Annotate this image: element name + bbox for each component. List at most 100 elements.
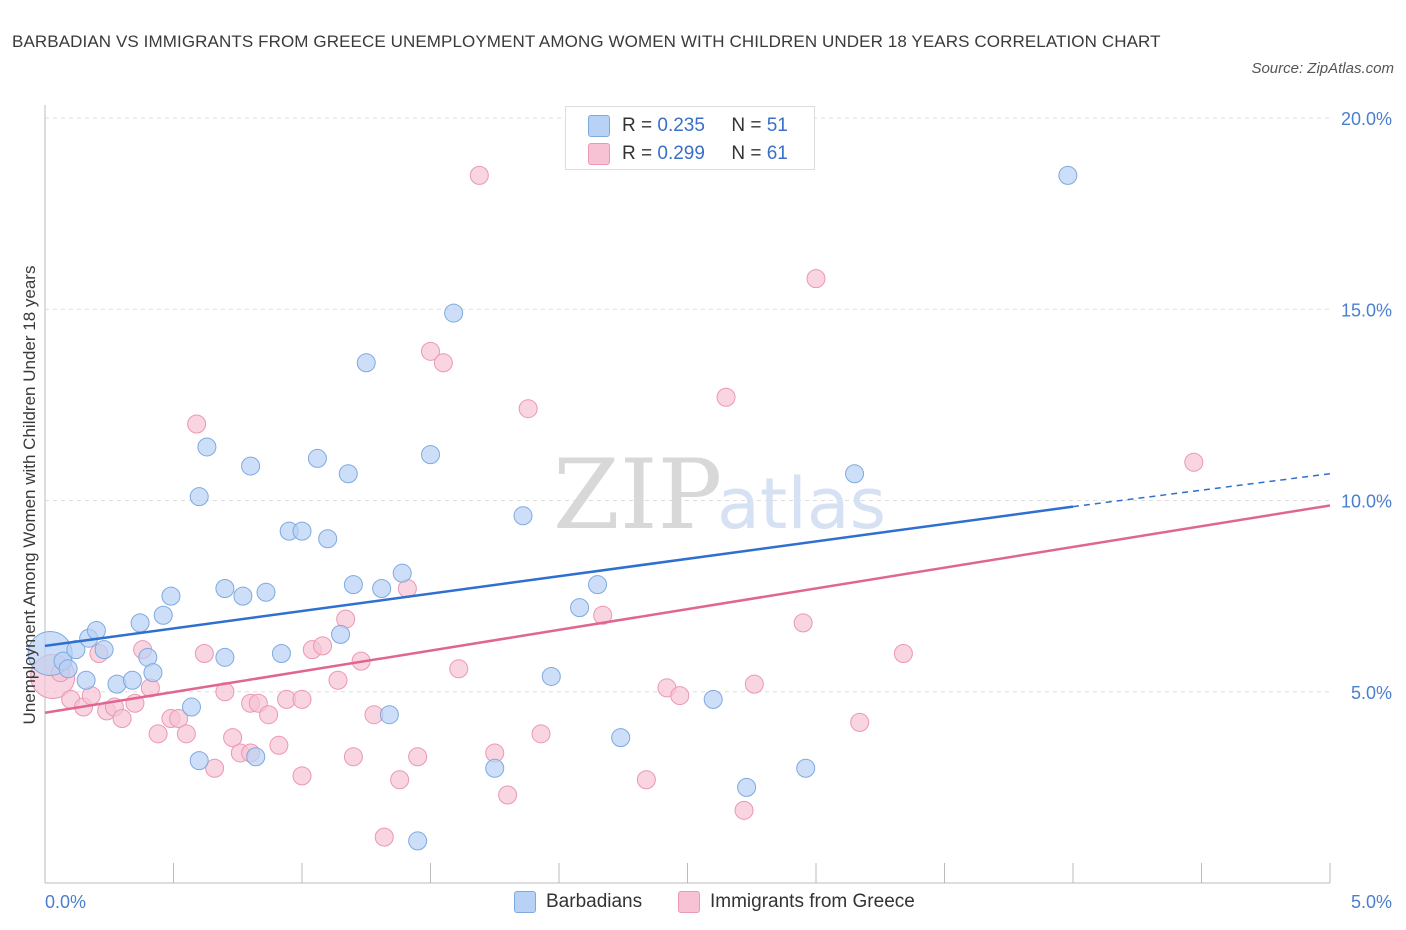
barbadian-point xyxy=(372,578,392,598)
barbadian-point xyxy=(408,831,428,851)
chart-title: BARBADIAN VS IMMIGRANTS FROM GREECE UNEM… xyxy=(12,32,1161,51)
barbadian-point xyxy=(256,582,276,602)
greece-point xyxy=(176,724,196,744)
watermark-zip: ZIP xyxy=(553,439,722,551)
barbadian-point xyxy=(331,624,351,644)
greece-point xyxy=(259,705,279,725)
y-tick-label: 20.0% xyxy=(1341,109,1392,129)
y-tick-label: 5.0% xyxy=(1351,683,1392,703)
greece-point xyxy=(205,758,225,778)
greece-swatch xyxy=(678,891,700,913)
n-label: N = xyxy=(731,115,767,136)
greece-point xyxy=(636,770,656,790)
barbadian-point xyxy=(541,666,561,686)
barbadian-point xyxy=(338,464,358,484)
greece-point xyxy=(498,785,518,805)
r-value: 0.235 xyxy=(657,115,705,136)
barbadian-point xyxy=(271,644,291,663)
x-tick-label: 0.0% xyxy=(45,892,86,912)
greece-point xyxy=(374,827,394,847)
barbadian-point xyxy=(143,663,163,683)
greece-point xyxy=(518,399,538,419)
greece-point xyxy=(223,728,243,748)
greece-point xyxy=(148,724,168,744)
barbadian-point xyxy=(379,705,399,725)
barbadian-point xyxy=(356,353,376,373)
barbadian-point xyxy=(189,751,209,771)
r-label: R = xyxy=(622,143,658,164)
greece-trend-line xyxy=(44,504,1331,715)
n-value: 51 xyxy=(766,115,788,136)
barbadian-point xyxy=(197,437,217,457)
legend-label: Immigrants from Greece xyxy=(710,891,915,912)
greece-point xyxy=(169,709,189,729)
barbadian-point xyxy=(1058,165,1078,185)
greece-point xyxy=(194,644,214,663)
y-tick-label: 15.0% xyxy=(1341,300,1392,320)
greece-point xyxy=(593,605,613,625)
barbadian-point xyxy=(292,521,312,541)
barbadian-point xyxy=(737,777,757,797)
barbadian-point xyxy=(485,758,505,778)
greece-point xyxy=(793,613,813,633)
barbadian-point xyxy=(845,464,865,484)
greece-point xyxy=(670,686,690,706)
barbadian-point xyxy=(703,689,723,709)
barbadian-point xyxy=(588,575,608,595)
greece-point xyxy=(292,689,312,709)
greece-point xyxy=(1184,452,1204,472)
barbadian-point xyxy=(161,586,181,606)
barbadians-trend-line xyxy=(44,505,1074,648)
barbadian-point xyxy=(246,747,266,767)
barbadian-point xyxy=(76,670,96,690)
barbadians-swatch xyxy=(588,115,610,137)
x-tick-label: 5.0% xyxy=(1351,892,1392,912)
barbadian-point xyxy=(421,445,440,465)
greece-point xyxy=(292,766,312,786)
greece-point xyxy=(449,659,469,679)
barbadian-point xyxy=(130,613,150,633)
barbadian-point xyxy=(241,456,261,476)
greece-point xyxy=(433,353,453,373)
greece-point xyxy=(469,165,489,185)
greece-point xyxy=(112,709,132,729)
greece-point xyxy=(390,770,410,790)
legend-label: Barbadians xyxy=(546,891,643,912)
barbadian-point xyxy=(122,670,142,690)
barbadian-point xyxy=(153,605,173,625)
barbadians-trend-extension xyxy=(1072,472,1331,508)
barbadian-point xyxy=(94,640,114,660)
barbadian-point xyxy=(215,578,235,598)
greece-point xyxy=(408,747,428,767)
greece-point xyxy=(269,735,289,755)
greece-point xyxy=(531,724,551,744)
y-axis-label: Unemployment Among Women with Children U… xyxy=(20,266,39,725)
barbadian-point xyxy=(215,647,235,667)
barbadian-point xyxy=(570,598,590,618)
barbadian-point xyxy=(233,586,253,606)
greece-point xyxy=(421,341,440,361)
greece-point xyxy=(313,636,333,656)
correlation-legend: R = 0.235 N = 51 R = 0.299 N = 61 xyxy=(565,106,815,170)
tick-labels: 5.0% 10.0% 15.0% 20.0% 0.0% 5.0% xyxy=(45,109,1392,912)
barbadian-point xyxy=(307,448,327,468)
source-label: Source: ZipAtlas.com xyxy=(1251,60,1394,77)
greece-point xyxy=(716,387,736,407)
greece-point xyxy=(744,674,764,694)
n-value: 61 xyxy=(766,143,788,164)
barbadian-point xyxy=(513,506,533,526)
greece-point xyxy=(343,747,363,767)
greece-point xyxy=(893,644,913,663)
y-tick-label: 10.0% xyxy=(1341,492,1392,512)
barbadian-point xyxy=(796,758,816,778)
greece-point xyxy=(328,670,348,690)
greece-point xyxy=(806,269,826,289)
barbadian-point xyxy=(189,487,209,507)
barbadian-point xyxy=(392,563,412,583)
n-label: N = xyxy=(731,143,767,164)
barbadian-point xyxy=(181,697,201,717)
greece-point xyxy=(187,414,207,434)
barbadian-point xyxy=(58,659,78,679)
axes xyxy=(44,105,1331,884)
